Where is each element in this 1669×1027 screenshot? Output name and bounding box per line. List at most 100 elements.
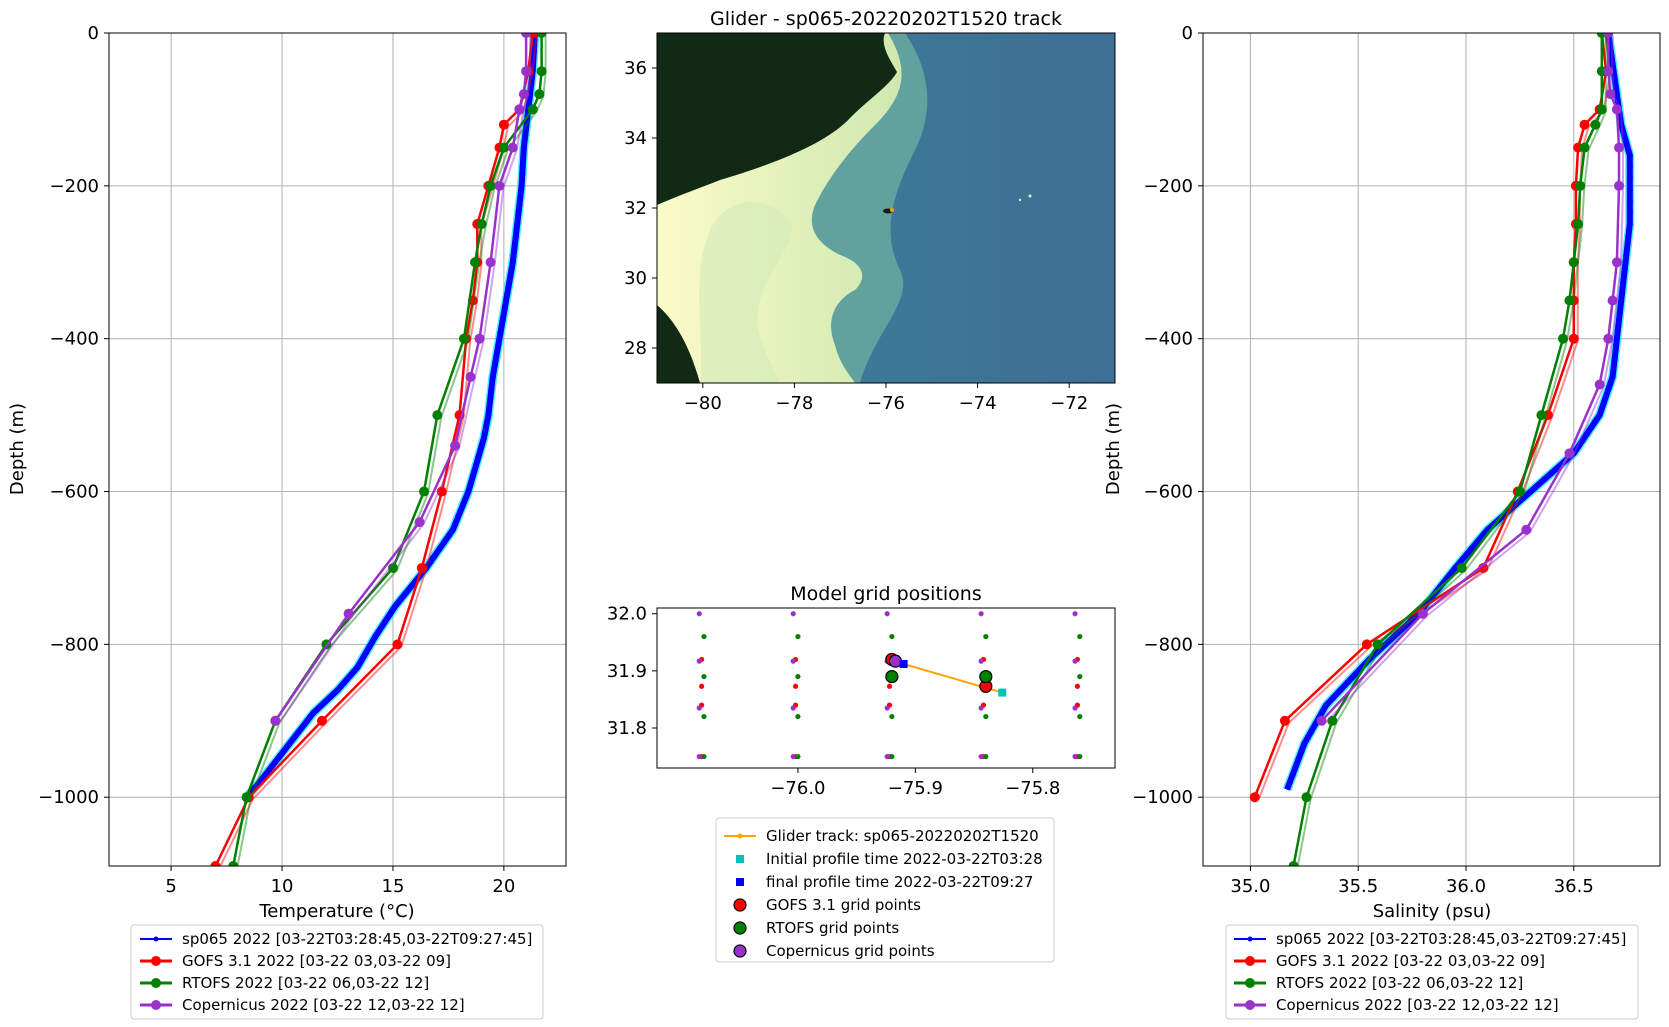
copernicus-grid-point	[1072, 611, 1078, 617]
s-gofs-line	[1253, 33, 1608, 798]
t-ytick-label: −200	[50, 176, 99, 197]
t-rtofs-point	[458, 333, 469, 344]
s-glider-point	[1473, 539, 1480, 546]
legend-label-rtofs: RTOFS 2022 [03-22 06,03-22 12]	[182, 974, 429, 992]
t-rtofs-point	[536, 66, 547, 77]
legend-rtofs-marker	[733, 921, 747, 935]
s-glider-point	[1588, 424, 1595, 431]
rtofs-grid-point	[889, 633, 895, 640]
s-glider-point	[1617, 303, 1624, 310]
s-glider-point	[1623, 246, 1630, 253]
t-glider-point	[497, 329, 504, 336]
t-glider-point	[521, 138, 528, 145]
t-glider-point	[457, 507, 464, 514]
t-glider-point	[498, 322, 505, 329]
t-ytick-label: −400	[50, 329, 99, 350]
salinity-axes-frame	[1202, 32, 1661, 867]
s-glider-point	[1609, 60, 1616, 67]
t-glider-point	[449, 526, 456, 533]
map-ytick-label: 28	[624, 338, 647, 359]
temperature-ylabel: Depth (m)	[7, 403, 28, 495]
copernicus-grid-point	[978, 753, 984, 760]
legend-marker-gofs	[1245, 956, 1255, 966]
s-glider-point	[1626, 198, 1633, 205]
t-copernicus-point	[450, 440, 461, 451]
t-glider-point	[330, 691, 337, 698]
grid-positions-panel: Model grid positions −76.0 −75.9 −75.8 31.8…	[607, 583, 1116, 799]
s-rtofs-point	[1564, 295, 1575, 306]
t-gofs-point	[498, 119, 509, 130]
s-copernicus-point	[1603, 333, 1614, 344]
map-xtick-label: −72	[1050, 393, 1088, 414]
s-copernicus-point	[1614, 180, 1625, 191]
s-glider-point	[1612, 83, 1619, 90]
t-glider-point	[472, 463, 479, 470]
t-glider-point	[489, 373, 496, 380]
t-ytick-label: −800	[50, 634, 99, 655]
t-glider-point	[372, 633, 379, 640]
map-island	[1028, 194, 1032, 198]
s-glider-point	[1382, 641, 1389, 648]
t-glider-point	[507, 272, 514, 279]
s-glider-point	[1583, 431, 1590, 438]
t-glider-point	[503, 297, 510, 304]
t-ytick-label: 0	[88, 23, 99, 44]
t-glider-point	[385, 613, 392, 620]
grid-legend-label: Initial profile time 2022-03-22T03:28	[766, 850, 1043, 868]
s-glider-point	[1337, 687, 1344, 694]
salinity-plot-area	[1203, 33, 1660, 866]
s-rtofs-point	[1590, 119, 1601, 130]
s-ytick-label: −600	[1144, 482, 1193, 503]
rtofs-grid-point	[983, 713, 989, 720]
t-glider-point	[432, 552, 439, 559]
s-ytick-label: −400	[1144, 329, 1193, 350]
t-glider-point	[388, 608, 395, 615]
grid-ytick-label: 32.0	[607, 604, 647, 625]
salinity-panel: 35.0 35.5 36.0 36.5 0 −200 −400 −600 −800 −1000 S…	[1103, 23, 1661, 922]
land-south	[657, 305, 700, 383]
t-glider-point	[493, 354, 500, 361]
s-glider-point	[1620, 278, 1627, 285]
grid-legend-label: Copernicus grid points	[766, 942, 935, 960]
s-gofs-point	[1361, 639, 1372, 650]
t-rtofs-point	[536, 33, 547, 38]
t-glider-point	[466, 483, 473, 490]
s-glider-point	[1289, 771, 1296, 778]
inner-shelf	[699, 201, 793, 383]
s-glider-point	[1295, 756, 1302, 763]
s-ytick-label: −1000	[1132, 787, 1193, 808]
grid-legend-box	[715, 817, 1055, 963]
s-rtofs-point	[1596, 104, 1607, 115]
t-rtofs-point	[527, 104, 538, 115]
grid-legend-entries: Glider track: sp065-20220202T1520 Initial…	[724, 827, 1043, 960]
t-copernicus-point	[514, 104, 525, 115]
t-glider-point	[511, 246, 518, 253]
t-glider-point	[504, 291, 511, 298]
map-title: Glider - sp065-20220202T1520 track	[710, 8, 1062, 30]
t-rtofs-point	[470, 257, 481, 268]
t-glider-point	[514, 221, 521, 228]
t-glider-point	[489, 380, 496, 387]
t-glider-point	[510, 252, 517, 259]
map-ticks: −80 −78 −76 −74 −72 28 30 32 34 36	[624, 58, 1088, 414]
t-copernicus-point	[494, 180, 505, 191]
s-glider-point	[1592, 418, 1599, 425]
s-copernicus-point	[1603, 66, 1614, 77]
rtofs-grid-point	[701, 633, 707, 640]
s-glider-point	[1621, 272, 1628, 279]
s-gofs-point	[1568, 333, 1579, 344]
t-glider-point	[357, 659, 364, 666]
legend-marker-copernicus	[151, 1000, 161, 1010]
s-rtofs-point	[1536, 410, 1547, 421]
t-glider-point	[378, 623, 385, 630]
t-glider-point	[318, 702, 325, 709]
s-glider-point	[1534, 482, 1541, 489]
land	[657, 33, 897, 205]
s-rtofs-point	[1557, 333, 1568, 344]
t-copernicus-point	[414, 517, 425, 528]
t-copernicus-point	[343, 608, 354, 619]
t-glider-point	[452, 520, 459, 527]
s-glider-point	[1614, 329, 1621, 336]
copernicus-grid-point	[696, 658, 702, 664]
legend-final-marker	[736, 878, 744, 886]
